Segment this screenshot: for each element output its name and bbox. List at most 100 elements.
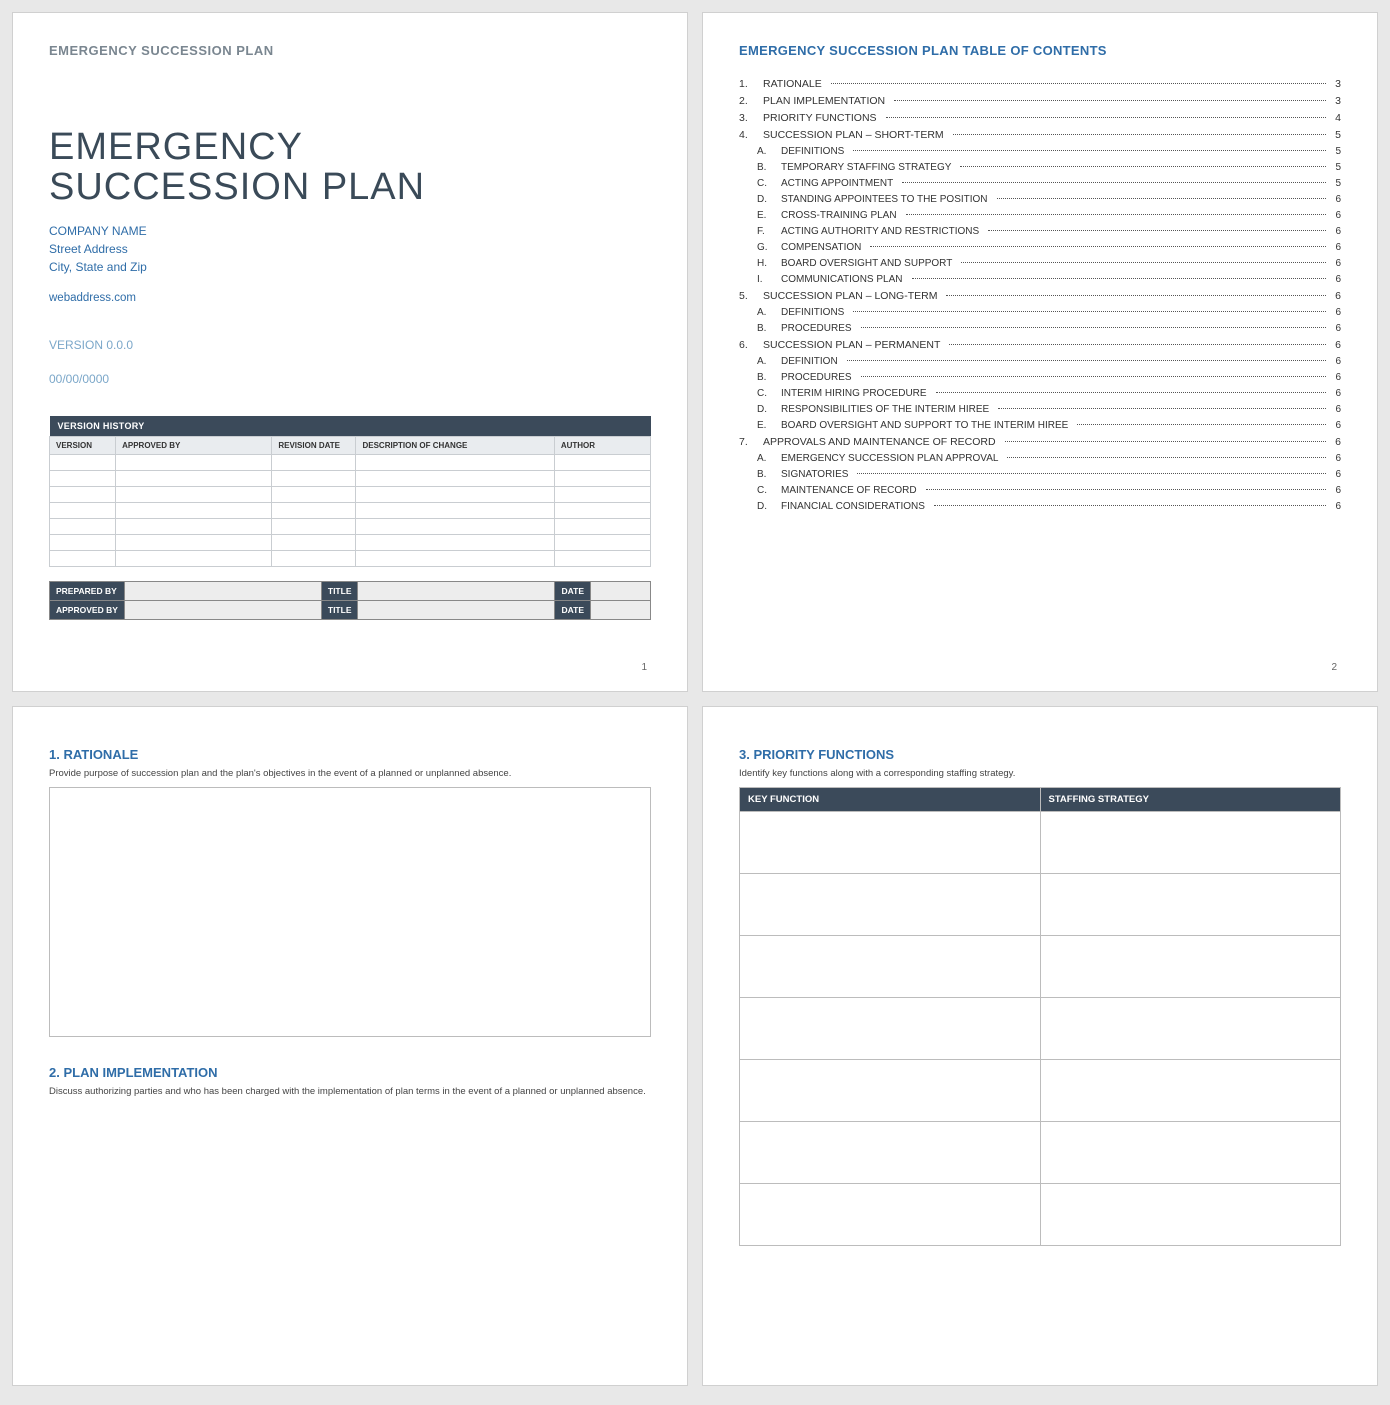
vh-cell — [50, 454, 116, 470]
toc-label: COMPENSATION — [781, 242, 861, 253]
pf-cell — [1040, 874, 1341, 936]
prepared-title-value — [358, 581, 555, 600]
toc-leader-dots — [894, 100, 1326, 101]
toc-number: 6. — [739, 339, 757, 351]
toc-subentry: A.DEFINITIONS5 — [739, 146, 1341, 157]
section-1-head: 1. RATIONALE — [49, 747, 651, 762]
vh-cell — [272, 534, 356, 550]
pf-cell — [740, 874, 1041, 936]
toc-subentry: A.EMERGENCY SUCCESSION PLAN APPROVAL6 — [739, 453, 1341, 464]
toc-label: EMERGENCY SUCCESSION PLAN APPROVAL — [781, 453, 998, 464]
toc-label: ACTING AUTHORITY AND RESTRICTIONS — [781, 226, 979, 237]
pf-cell — [1040, 1122, 1341, 1184]
toc-page: 5 — [1335, 146, 1341, 157]
toc-leader-dots — [912, 278, 1327, 279]
pf-row — [740, 874, 1341, 936]
toc-page: 4 — [1335, 112, 1341, 124]
section-3-desc: Identify key functions along with a corr… — [739, 768, 1341, 779]
toc-label: CROSS-TRAINING PLAN — [781, 210, 897, 221]
prepared-by-label: PREPARED BY — [50, 581, 125, 600]
page-1: EMERGENCY SUCCESSION PLAN EMERGENCY SUCC… — [12, 12, 688, 692]
toc-leader-dots — [861, 376, 1327, 377]
toc-page: 6 — [1335, 210, 1341, 221]
toc-number: C. — [757, 388, 775, 399]
version-number: VERSION 0.0.0 — [49, 338, 651, 352]
priority-functions-table: KEY FUNCTION STAFFING STRATEGY — [739, 787, 1341, 1246]
toc-title: EMERGENCY SUCCESSION PLAN TABLE OF CONTE… — [739, 43, 1341, 58]
vh-cell — [272, 470, 356, 486]
toc-page: 5 — [1335, 178, 1341, 189]
vh-cell — [116, 534, 272, 550]
toc-leader-dots — [861, 327, 1327, 328]
vh-cell — [356, 486, 554, 502]
toc-number: 3. — [739, 112, 757, 124]
vh-col-revdate: REVISION DATE — [272, 436, 356, 454]
toc-entry: 3.PRIORITY FUNCTIONS4 — [739, 112, 1341, 124]
toc-subentry: C. MAINTENANCE OF RECORD 6 — [739, 485, 1341, 496]
toc-number: 2. — [739, 95, 757, 107]
pf-row — [740, 1122, 1341, 1184]
title-line2: SUCCESSION PLAN — [49, 166, 425, 208]
toc-number: 5. — [739, 290, 757, 302]
toc-leader-dots — [853, 311, 1326, 312]
toc-number: A. — [757, 356, 775, 367]
toc-page: 3 — [1335, 95, 1341, 107]
vh-cell — [50, 502, 116, 518]
toc-leader-dots — [988, 230, 1326, 231]
toc-number: C. — [757, 485, 775, 496]
toc-page: 6 — [1335, 388, 1341, 399]
title-line1: EMERGENCY — [49, 126, 303, 168]
toc-leader-dots — [934, 505, 1327, 506]
toc-page: 5 — [1335, 162, 1341, 173]
toc-entry: 6.SUCCESSION PLAN – PERMANENT6 — [739, 339, 1341, 351]
toc-number: F. — [757, 226, 775, 237]
toc-page: 5 — [1335, 129, 1341, 141]
vh-row — [50, 454, 651, 470]
toc-page: 6 — [1335, 339, 1341, 351]
prepared-title-label: TITLE — [321, 581, 358, 600]
toc-list: 1.RATIONALE32.PLAN IMPLEMENTATION33.PRIO… — [739, 78, 1341, 512]
toc-number: D. — [757, 501, 775, 512]
toc-label: MAINTENANCE OF RECORD — [781, 485, 917, 496]
pf-cell — [740, 812, 1041, 874]
toc-leader-dots — [997, 198, 1327, 199]
rationale-box — [49, 787, 651, 1037]
toc-leader-dots — [936, 392, 1327, 393]
page-4: 3. PRIORITY FUNCTIONS Identify key funct… — [702, 706, 1378, 1386]
toc-subentry: A.DEFINITION6 — [739, 356, 1341, 367]
toc-number: I. — [757, 274, 775, 285]
toc-number: H. — [757, 258, 775, 269]
toc-leader-dots — [902, 182, 1326, 183]
toc-leader-dots — [1077, 424, 1326, 425]
pf-cell — [740, 1184, 1041, 1246]
vh-cell — [356, 518, 554, 534]
vh-cell — [356, 534, 554, 550]
toc-label: SUCCESSION PLAN – SHORT-TERM — [763, 129, 944, 141]
toc-subentry: C.ACTING APPOINTMENT5 — [739, 178, 1341, 189]
toc-page: 6 — [1335, 485, 1341, 496]
toc-page: 6 — [1335, 258, 1341, 269]
toc-subentry: D.RESPONSIBILITIES OF THE INTERIM HIREE6 — [739, 404, 1341, 415]
toc-page: 6 — [1335, 307, 1341, 318]
toc-page: 3 — [1335, 78, 1341, 90]
toc-page: 6 — [1335, 372, 1341, 383]
vh-cell — [554, 502, 650, 518]
toc-label: PLAN IMPLEMENTATION — [763, 95, 885, 107]
section-2-desc: Discuss authorizing parties and who has … — [49, 1086, 651, 1097]
toc-label: PROCEDURES — [781, 372, 852, 383]
prepared-date-label: DATE — [555, 581, 591, 600]
toc-leader-dots — [831, 83, 1326, 84]
toc-leader-dots — [926, 489, 1327, 490]
toc-label: DEFINITION — [781, 356, 838, 367]
vh-cell — [116, 486, 272, 502]
toc-number: B. — [757, 162, 775, 173]
vh-cell — [272, 454, 356, 470]
vh-cell — [554, 454, 650, 470]
company-name: COMPANY NAME — [49, 222, 651, 240]
vh-cell — [50, 550, 116, 566]
toc-subentry: B.TEMPORARY STAFFING STRATEGY5 — [739, 162, 1341, 173]
pf-cell — [1040, 936, 1341, 998]
toc-number: C. — [757, 178, 775, 189]
section-3-head: 3. PRIORITY FUNCTIONS — [739, 747, 1341, 762]
vh-cell — [356, 454, 554, 470]
